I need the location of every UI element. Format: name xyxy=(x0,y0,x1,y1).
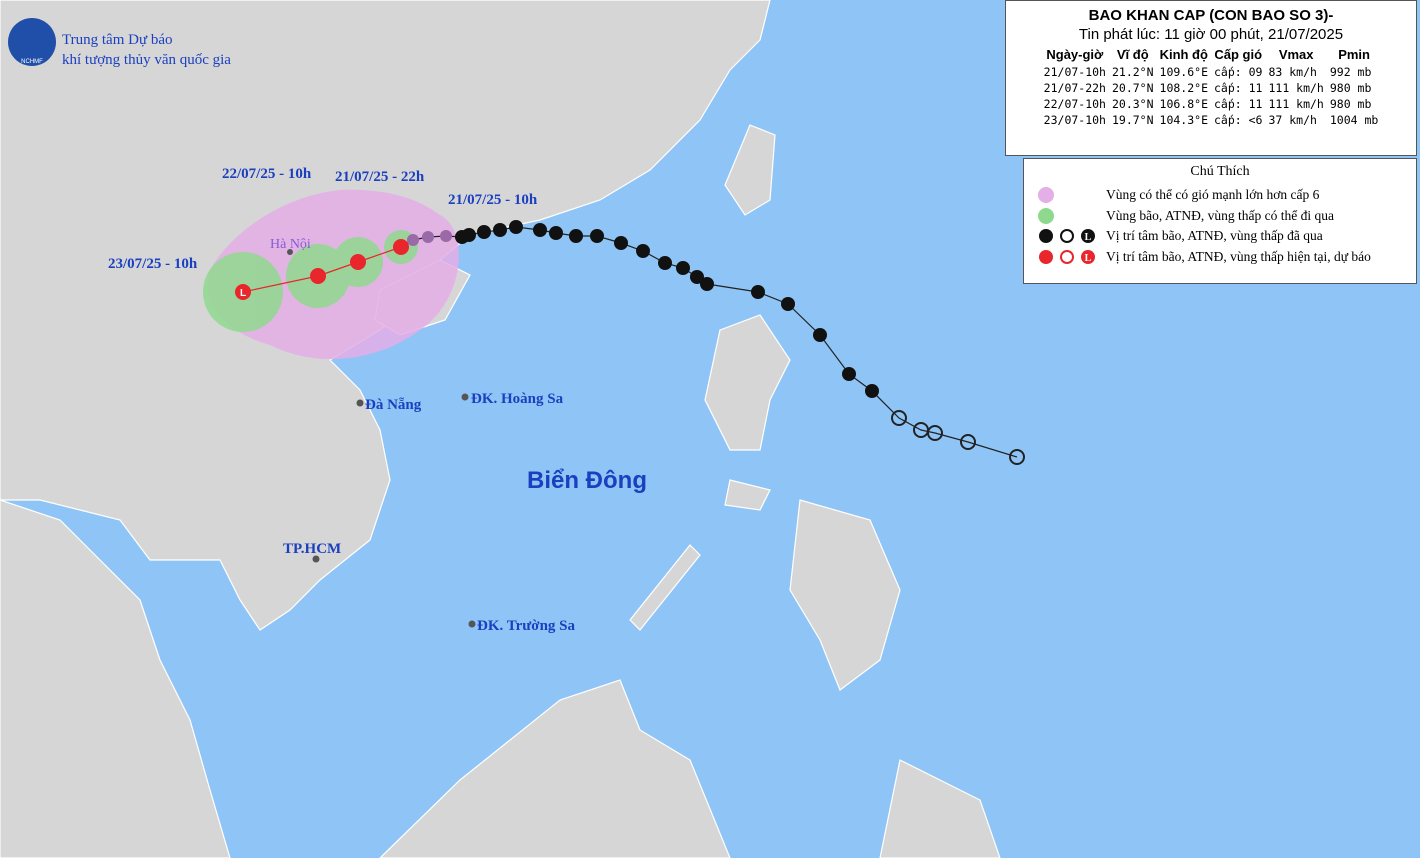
low-symbol: L xyxy=(1085,232,1092,243)
past-storm xyxy=(636,244,650,258)
column-header: Cấp gió xyxy=(1214,47,1263,62)
legend: Chú Thích L L Vùng có thể có gió mạnh lớ… xyxy=(1023,158,1417,284)
bulletin-issued: Tin phát lúc: 11 giờ 00 phút, 21/07/2025 xyxy=(1078,26,1344,43)
legend-item: Vị trí tâm bão, ATNĐ, vùng thấp hiện tại… xyxy=(1106,249,1371,264)
table-cell: 992 mb xyxy=(1329,65,1372,79)
past-storm xyxy=(590,229,604,243)
bulletin-table: Ngày-giờ Vĩ độ Kinh độ Cấp gió Vmax Pmin 21/07… xyxy=(1041,45,1382,128)
table-cell: 104.3°E xyxy=(1159,113,1208,127)
sea-label: Biển Đông xyxy=(527,467,647,494)
table-cell: 22/07-10h xyxy=(1043,97,1106,111)
past-storm xyxy=(614,236,628,250)
table-cell: cấp: 09 xyxy=(1214,65,1263,79)
time-label: 23/07/25 - 10h xyxy=(108,256,198,272)
past-position xyxy=(891,410,907,426)
org-name: khí tượng thủy văn quốc gia xyxy=(62,52,231,68)
past-storm xyxy=(658,256,672,270)
column-header: Pmin xyxy=(1338,47,1370,62)
past-storm xyxy=(455,230,469,244)
past-storm xyxy=(676,261,690,275)
table-cell: 980 mb xyxy=(1329,97,1372,111)
table-cell: 108.2°E xyxy=(1159,81,1208,95)
past-storm xyxy=(440,230,452,242)
past-storm xyxy=(751,285,765,299)
past-position xyxy=(960,434,976,450)
past-storm xyxy=(569,229,583,243)
forecast-low xyxy=(235,284,251,300)
labels: 22/07/25 - 10h 21/07/25 - 22h 21/07/25 -… xyxy=(108,166,647,634)
table-cell: 37 km/h xyxy=(1268,113,1317,127)
table-row: 23/07-10h 19.7°N 104.3°E cấp: <6 37 km/h 1004… xyxy=(1041,112,1382,128)
legend-icons: L L xyxy=(1038,187,1095,264)
low-symbol: L xyxy=(1085,253,1092,264)
place-label: Hà Nội xyxy=(270,237,311,252)
table-cell: cấp: 11 xyxy=(1214,81,1263,95)
table-cell: 21.2°N xyxy=(1111,65,1154,79)
past-storm xyxy=(781,297,795,311)
past-storm xyxy=(813,328,827,342)
place-label: Đà Nẵng xyxy=(365,397,422,413)
past-storm xyxy=(407,234,419,246)
table-cell: 21/07-22h xyxy=(1043,81,1106,95)
past-position xyxy=(1009,449,1025,465)
table-cell: 83 km/h xyxy=(1268,65,1317,79)
column-header: Vĩ độ xyxy=(1116,47,1149,62)
track: L xyxy=(235,220,1025,465)
time-label: 22/07/25 - 10h xyxy=(222,166,312,182)
place-label: ĐK. Trường Sa xyxy=(477,618,576,634)
low-symbol: L xyxy=(240,288,246,299)
past-storm xyxy=(493,223,507,237)
time-label: 21/07/25 - 22h xyxy=(335,169,425,185)
past-storm xyxy=(533,223,547,237)
past-storm xyxy=(865,384,879,398)
table-row: 21/07-10h 21.2°N 109.6°E cấp: 09 83 km/h 992 … xyxy=(1041,64,1382,80)
forecast-storm xyxy=(350,254,366,270)
table-cell: 111 km/h xyxy=(1268,81,1324,95)
past-storm xyxy=(422,231,434,243)
forecast-storm xyxy=(393,239,409,255)
table-cell: 20.7°N xyxy=(1111,81,1154,95)
past-storm xyxy=(700,277,714,291)
time-label: 21/07/25 - 10h xyxy=(448,192,538,208)
table-cell: 109.6°E xyxy=(1159,65,1208,79)
org-name: Trung tâm Dự báo xyxy=(62,32,173,48)
table-cell: 21/07-10h xyxy=(1043,65,1106,79)
forecast-track xyxy=(242,246,402,293)
table-row: 21/07-22h 20.7°N 108.2°E cấp: 11 111 km/h 980… xyxy=(1041,80,1382,96)
table-cell: 980 mb xyxy=(1329,81,1372,95)
legend-item: Vị trí tâm bão, ATNĐ, vùng thấp đã qua xyxy=(1106,228,1323,243)
column-header: Vmax xyxy=(1278,47,1314,62)
table-cell: 23/07-10h xyxy=(1043,113,1106,127)
past-storm xyxy=(690,270,704,284)
past-position xyxy=(913,422,929,438)
table-cell: 1004 mb xyxy=(1329,113,1379,127)
logo: NCHMF Trung tâm Dự báo khí tượng thủy vă… xyxy=(8,18,231,68)
table-cell: 111 km/h xyxy=(1268,97,1324,111)
table-cell: cấp: 11 xyxy=(1214,97,1263,111)
legend-item: Vùng có thể có gió mạnh lớn hơn cấp 6 xyxy=(1106,187,1320,202)
table-cell: 19.7°N xyxy=(1111,113,1154,127)
past-storm xyxy=(477,225,491,239)
bulletin: BAO KHAN CAP (CON BAO SO 3)- Tin phát lú… xyxy=(1005,0,1417,156)
legend-item: Vùng bão, ATNĐ, vùng thấp có thể đi qua xyxy=(1106,208,1334,223)
logo-text: NCHMF xyxy=(21,59,43,65)
table-cell: 106.8°E xyxy=(1159,97,1208,111)
legend-title: Chú Thích xyxy=(1190,164,1250,179)
table-row: 22/07-10h 20.3°N 106.8°E cấp: 11 111 km/h 980… xyxy=(1041,96,1382,112)
table-cell: 20.3°N xyxy=(1111,97,1154,111)
column-header: Ngày-giờ xyxy=(1046,47,1104,62)
past-storm xyxy=(549,226,563,240)
bulletin-title: BAO KHAN CAP (CON BAO SO 3)- xyxy=(1088,7,1334,24)
place-label: ĐK. Hoàng Sa xyxy=(471,391,564,407)
past-storm xyxy=(842,367,856,381)
forecast-storm xyxy=(310,268,326,284)
past-storm xyxy=(509,220,523,234)
place-label: TP.HCM xyxy=(283,541,341,557)
column-header: Kinh độ xyxy=(1159,47,1208,62)
table-cell: cấp: <6 xyxy=(1214,113,1263,127)
